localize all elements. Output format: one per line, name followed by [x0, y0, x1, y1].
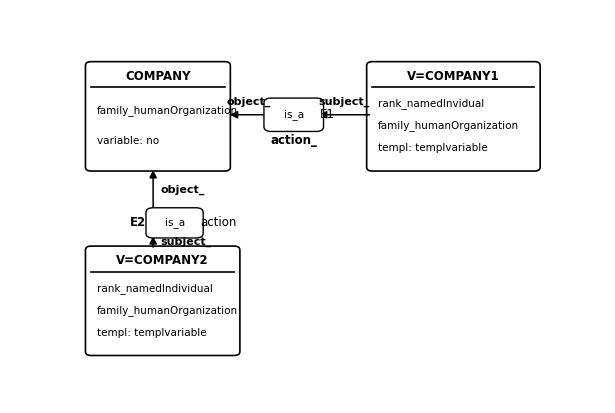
Text: E2: E2 [130, 216, 146, 229]
Text: V=COMPANY2: V=COMPANY2 [116, 254, 209, 267]
Text: is_a: is_a [284, 109, 304, 120]
Text: COMPANY: COMPANY [125, 70, 191, 83]
Text: subject_: subject_ [319, 97, 370, 107]
FancyBboxPatch shape [146, 208, 203, 238]
Text: rank_namedInvidual: rank_namedInvidual [378, 98, 485, 109]
Text: is_a: is_a [165, 217, 184, 228]
FancyBboxPatch shape [85, 62, 231, 171]
FancyBboxPatch shape [264, 98, 323, 131]
Text: family_humanOrganization: family_humanOrganization [97, 305, 238, 316]
Text: E1: E1 [320, 108, 335, 121]
Text: family_humanOrganization: family_humanOrganization [97, 105, 238, 116]
Text: variable: no: variable: no [97, 136, 159, 146]
Text: templ: templvariable: templ: templvariable [378, 143, 488, 153]
Text: templ: templvariable: templ: templvariable [97, 328, 207, 338]
FancyBboxPatch shape [85, 246, 240, 356]
Text: object_: object_ [161, 184, 205, 195]
Text: rank_namedIndividual: rank_namedIndividual [97, 283, 213, 294]
Text: subject_: subject_ [161, 237, 212, 247]
FancyBboxPatch shape [367, 62, 540, 171]
Text: action: action [200, 216, 236, 229]
Text: family_humanOrganization: family_humanOrganization [378, 121, 519, 131]
Text: object_: object_ [226, 97, 271, 107]
Text: V=COMPANY1: V=COMPANY1 [407, 70, 500, 83]
Text: action_: action_ [271, 134, 317, 147]
